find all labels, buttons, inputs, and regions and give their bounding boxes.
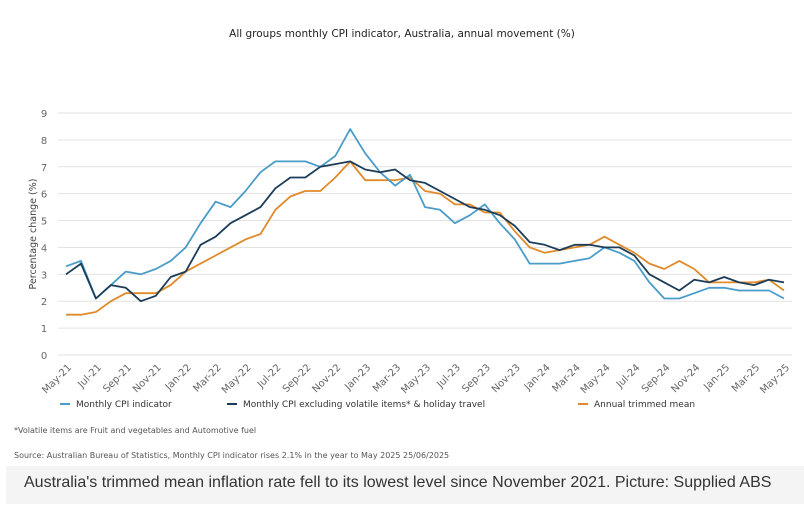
- chart-title: All groups monthly CPI indicator, Austra…: [229, 28, 575, 40]
- x-tick-label: Jul-21: [75, 362, 104, 391]
- y-tick-label: 5: [41, 217, 47, 228]
- x-tick-label: Mar-25: [730, 362, 762, 394]
- x-tick-label: May-24: [579, 362, 613, 396]
- x-tick-label: Sep-23: [460, 362, 493, 395]
- source-note: Source: Australian Bureau of Statistics,…: [14, 451, 450, 460]
- series-lines: [65, 128, 785, 316]
- x-tick-label: Nov-23: [490, 362, 523, 395]
- x-tick-label: Sep-24: [640, 362, 673, 395]
- x-tick-label: Mar-23: [371, 362, 403, 394]
- legend: Monthly CPI indicator Monthly CPI excludi…: [60, 400, 695, 410]
- y-tick-label: 8: [41, 136, 47, 147]
- y-tick-label: 3: [41, 270, 47, 281]
- x-tick-label: Jan-22: [163, 362, 194, 393]
- x-tick-label: Nov-21: [131, 362, 164, 395]
- legend-label: Monthly CPI indicator: [76, 400, 172, 410]
- series-line-1: [65, 160, 785, 303]
- x-tick-label: Jul-24: [614, 362, 643, 391]
- y-tick-label: 4: [41, 243, 47, 254]
- x-tick-label: May-25: [758, 362, 792, 396]
- caption-box: Australia's trimmed mean inflation rate …: [6, 466, 804, 504]
- x-tick-label: Jul-22: [255, 362, 284, 391]
- x-tick-label: Jan-23: [342, 362, 373, 393]
- gridlines: [58, 112, 792, 356]
- y-axis-label: Percentage change (%): [28, 179, 39, 290]
- series-line-0: [65, 128, 785, 300]
- x-tick-label: Jul-23: [434, 362, 463, 391]
- x-tick-label: Mar-22: [191, 362, 223, 394]
- y-axis-ticks: 0 1 2 3 4 5 6 7 8 9: [41, 109, 47, 362]
- x-tick-label: Nov-24: [669, 362, 702, 395]
- legend-label: Annual trimmed mean: [594, 400, 695, 410]
- y-tick-label: 1: [41, 324, 47, 335]
- x-tick-label: Mar-24: [550, 362, 582, 394]
- x-tick-label: May-22: [220, 362, 254, 396]
- y-tick-label: 9: [41, 109, 47, 120]
- image-caption: Australia's trimmed mean inflation rate …: [24, 474, 772, 491]
- x-tick-label: Sep-21: [101, 362, 134, 395]
- x-tick-label: May-21: [40, 362, 74, 396]
- footnote: *Volatile items are Fruit and vegetables…: [14, 426, 257, 435]
- legend-label: Monthly CPI excluding volatile items* & …: [243, 400, 485, 410]
- x-tick-label: Nov-22: [310, 362, 343, 395]
- y-tick-label: 2: [41, 297, 47, 308]
- series-line-2: [66, 160, 785, 316]
- x-tick-label: Sep-22: [281, 362, 314, 395]
- x-tick-label: Jan-25: [701, 362, 732, 393]
- x-tick-label: Jan-24: [522, 362, 553, 393]
- y-tick-label: 7: [41, 163, 47, 174]
- y-tick-label: 0: [41, 351, 47, 362]
- y-tick-label: 6: [41, 190, 47, 201]
- x-tick-label: May-23: [399, 362, 433, 396]
